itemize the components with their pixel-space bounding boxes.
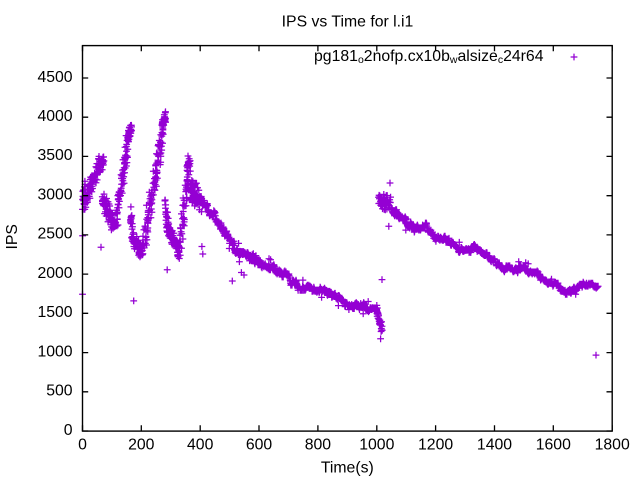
svg-text:3000: 3000: [37, 186, 72, 203]
svg-text:800: 800: [305, 436, 332, 453]
svg-text:1800: 1800: [595, 436, 630, 453]
svg-text:400: 400: [187, 436, 214, 453]
svg-text:4500: 4500: [37, 69, 72, 86]
svg-text:600: 600: [246, 436, 273, 453]
svg-text:1500: 1500: [37, 304, 72, 321]
svg-text:3500: 3500: [37, 147, 72, 164]
svg-text:1000: 1000: [359, 436, 394, 453]
svg-text:2500: 2500: [37, 226, 72, 243]
svg-text:1600: 1600: [536, 436, 571, 453]
svg-text:2000: 2000: [37, 265, 72, 282]
svg-text:200: 200: [128, 436, 155, 453]
svg-text:IPS: IPS: [4, 224, 21, 249]
svg-text:Time(s): Time(s): [321, 459, 374, 476]
svg-text:0: 0: [64, 422, 73, 439]
svg-text:500: 500: [46, 383, 73, 400]
svg-text:1400: 1400: [477, 436, 512, 453]
svg-text:IPS vs Time for l.i1: IPS vs Time for l.i1: [282, 13, 414, 30]
svg-text:pg181o2nofp.cx10bwalsizec24r64: pg181o2nofp.cx10bwalsizec24r64: [314, 48, 544, 66]
svg-text:4000: 4000: [37, 108, 72, 125]
svg-text:1200: 1200: [418, 436, 453, 453]
svg-text:0: 0: [78, 436, 87, 453]
svg-text:1000: 1000: [37, 343, 72, 360]
